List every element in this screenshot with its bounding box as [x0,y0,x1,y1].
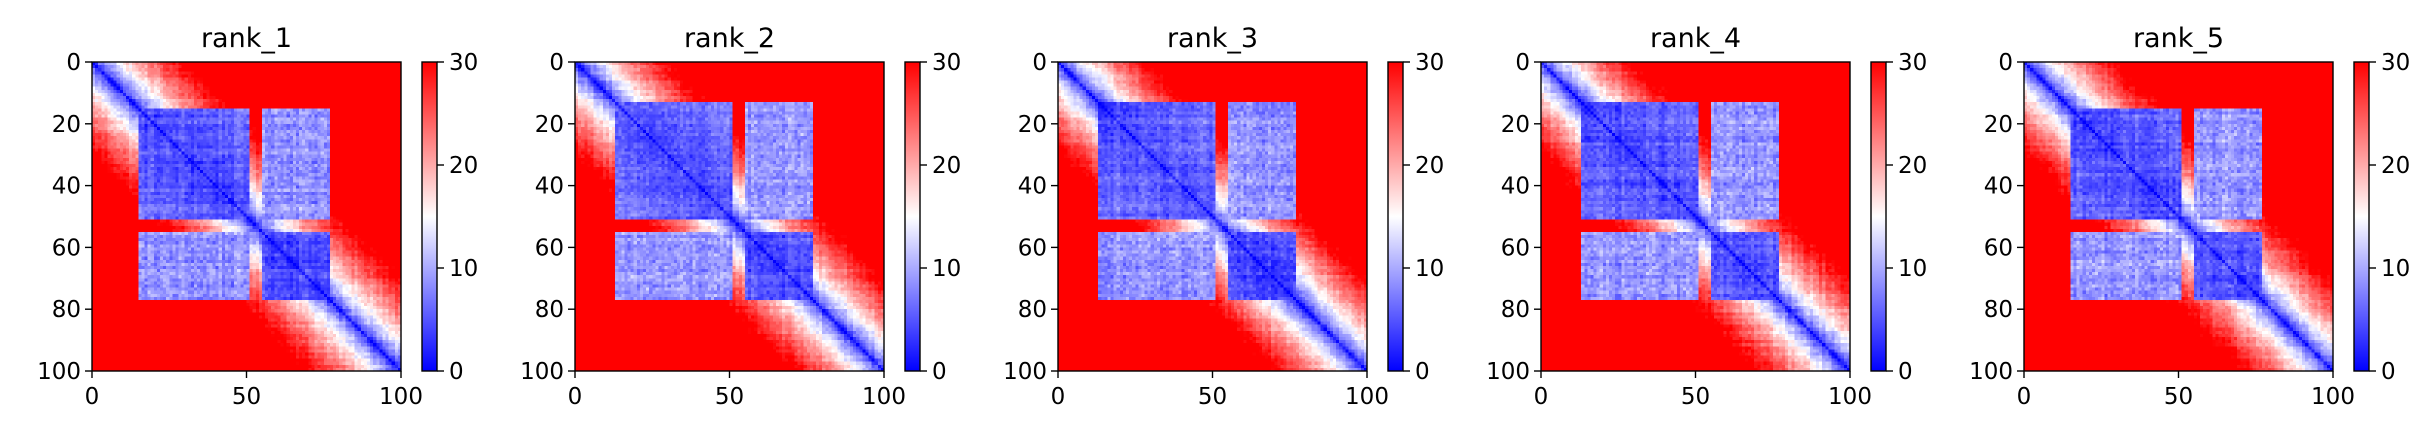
y-tick-label: 40 [535,174,564,200]
y-tick-label: 100 [1969,359,2013,385]
colorbar-tick-label: 20 [1898,153,1927,179]
x-tick-label: 100 [1828,384,1872,410]
x-tick-label: 50 [1681,384,1710,410]
panel-title: rank_3 [1167,23,1258,54]
x-tick-label: 100 [1345,384,1389,410]
y-tick-label: 0 [549,50,564,76]
y-tick-label: 0 [66,50,81,76]
colorbar-tick-label: 30 [1898,50,1927,76]
colorbar [1387,61,1404,372]
x-tick-label: 100 [862,384,906,410]
y-tick-label: 20 [1018,112,1047,138]
x-tick-label: 100 [379,384,423,410]
y-tick-label: 80 [535,297,564,323]
x-tick-label: 0 [85,384,100,410]
panel-title: rank_1 [201,23,292,54]
colorbar-tick-label: 20 [932,153,961,179]
y-tick-label: 100 [37,359,81,385]
y-tick-label: 80 [1984,297,2013,323]
y-tick-label: 80 [1018,297,1047,323]
colorbar-tick-label: 0 [1415,359,1430,385]
colorbar-tick-label: 20 [2381,153,2410,179]
colorbar-tick-label: 0 [932,359,947,385]
colorbar-tick-label: 10 [1415,256,1444,282]
heatmap-image [1058,62,1367,371]
y-tick-label: 100 [1486,359,1530,385]
colorbar-tick-label: 10 [449,256,478,282]
heatmap-image [92,62,401,371]
colorbar-tick-label: 0 [1898,359,1913,385]
x-tick-label: 50 [2164,384,2193,410]
y-tick-label: 40 [52,174,81,200]
colorbar [2353,61,2370,372]
y-tick-label: 0 [1998,50,2013,76]
y-tick-label: 20 [1984,112,2013,138]
heatmap-image [1541,62,1850,371]
y-tick-label: 20 [1501,112,1530,138]
y-tick-label: 40 [1018,174,1047,200]
x-tick-label: 50 [715,384,744,410]
y-tick-label: 60 [52,235,81,261]
colorbar-tick-label: 10 [1898,256,1927,282]
colorbar [1870,61,1887,372]
colorbar-tick-label: 30 [449,50,478,76]
x-tick-label: 50 [1198,384,1227,410]
x-tick-label: 0 [1051,384,1066,410]
y-tick-label: 60 [1018,235,1047,261]
colorbar [904,61,921,372]
colorbar-tick-label: 30 [2381,50,2410,76]
y-tick-label: 60 [1501,235,1530,261]
x-tick-label: 0 [568,384,583,410]
x-tick-label: 0 [1534,384,1549,410]
panel-title: rank_2 [684,23,775,54]
colorbar-tick-label: 20 [1415,153,1444,179]
y-tick-label: 60 [535,235,564,261]
y-tick-label: 40 [1501,174,1530,200]
x-tick-label: 100 [2311,384,2355,410]
colorbar [421,61,438,372]
heatmap-image [2024,62,2333,371]
colorbar-tick-label: 10 [932,256,961,282]
y-tick-label: 60 [1984,235,2013,261]
colorbar-tick-label: 0 [449,359,464,385]
colorbar-tick-label: 20 [449,153,478,179]
y-tick-label: 40 [1984,174,2013,200]
heatmap-image [575,62,884,371]
y-tick-label: 100 [520,359,564,385]
colorbar-tick-label: 30 [1415,50,1444,76]
panel-title: rank_5 [2133,23,2224,54]
y-tick-label: 80 [1501,297,1530,323]
colorbar-tick-label: 10 [2381,256,2410,282]
x-tick-label: 50 [232,384,261,410]
y-tick-label: 100 [1003,359,1047,385]
y-tick-label: 20 [52,112,81,138]
panel-title: rank_4 [1650,23,1741,54]
colorbar-tick-label: 30 [932,50,961,76]
y-tick-label: 0 [1032,50,1047,76]
y-tick-label: 20 [535,112,564,138]
y-tick-label: 0 [1515,50,1530,76]
colorbar-tick-label: 0 [2381,359,2396,385]
y-tick-label: 80 [52,297,81,323]
x-tick-label: 0 [2017,384,2032,410]
